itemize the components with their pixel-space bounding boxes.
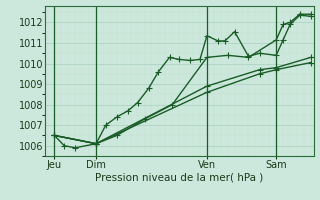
X-axis label: Pression niveau de la mer( hPa ): Pression niveau de la mer( hPa ) — [95, 173, 263, 183]
